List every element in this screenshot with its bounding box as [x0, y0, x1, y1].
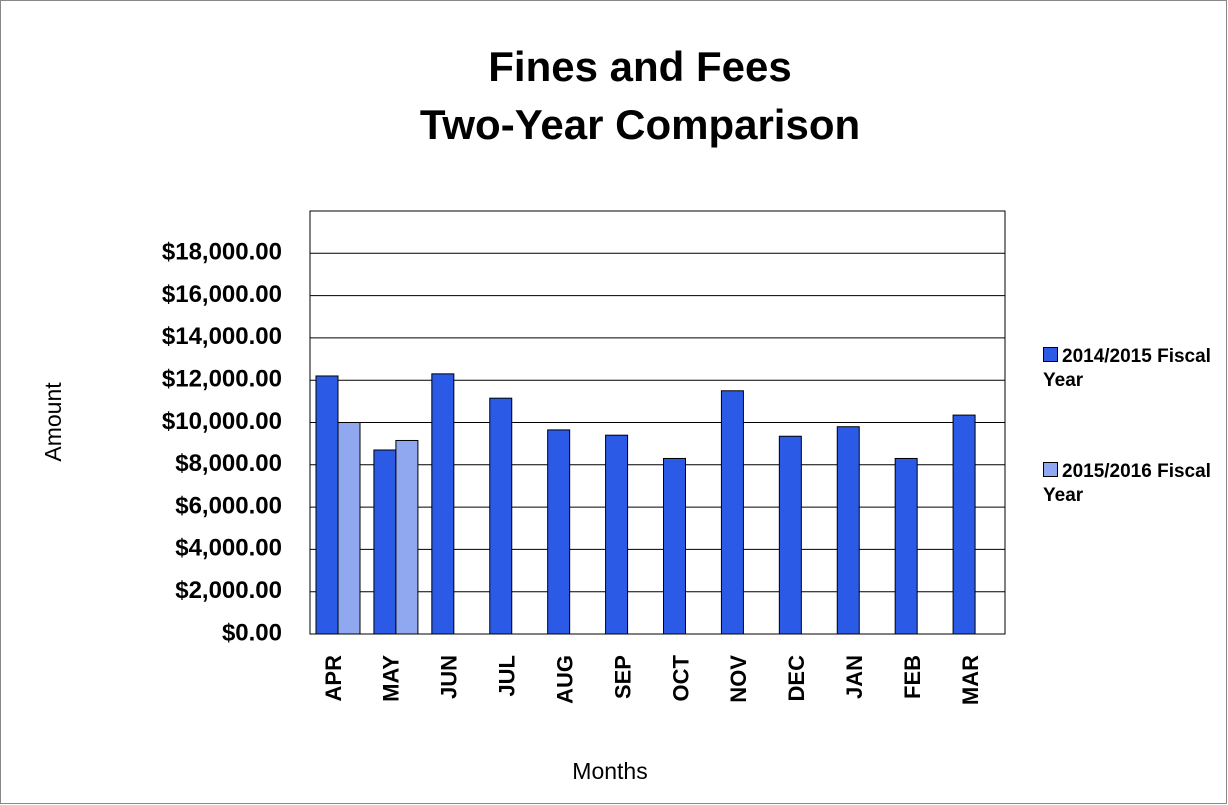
- y-tick-label: $0.00: [222, 619, 282, 646]
- bar: [720, 390, 744, 635]
- legend-item: 2014/2015 Fiscal Year: [1043, 345, 1213, 393]
- y-tick-label: $16,000.00: [162, 281, 282, 308]
- x-tick-label: AUG: [552, 655, 577, 704]
- y-tick-label: $18,000.00: [162, 239, 282, 266]
- x-tick-label: FEB: [900, 655, 925, 699]
- y-tick-label: $8,000.00: [175, 450, 282, 477]
- x-tick-label: NOV: [726, 655, 751, 703]
- x-tick-label: OCT: [668, 654, 693, 701]
- legend-item: 2015/2016 Fiscal Year: [1043, 460, 1213, 508]
- x-tick-label: SEP: [610, 655, 635, 699]
- legend-label: 2014/2015 Fiscal Year: [1043, 346, 1211, 391]
- bar: [605, 434, 629, 635]
- x-tick-label: DEC: [784, 655, 809, 702]
- x-tick-label: JAN: [842, 655, 867, 699]
- x-axis-label: Months: [572, 758, 647, 784]
- y-tick-label: $6,000.00: [175, 492, 282, 519]
- bar: [337, 422, 361, 635]
- bar: [395, 439, 419, 635]
- y-axis-label: Amount: [40, 382, 66, 462]
- legend-swatch: [1043, 347, 1058, 362]
- bar: [315, 375, 339, 635]
- y-tick-label: $2,000.00: [175, 577, 282, 604]
- bar: [778, 435, 802, 635]
- chart-title: Fines and Fees: [488, 43, 791, 90]
- bar: [952, 414, 976, 635]
- y-tick-label: $12,000.00: [162, 366, 282, 393]
- bar: [894, 457, 918, 635]
- y-tick-label: $14,000.00: [162, 323, 282, 350]
- y-tick-label: $10,000.00: [162, 408, 282, 435]
- bar: [547, 429, 571, 635]
- bar: [431, 373, 455, 635]
- legend-swatch: [1043, 462, 1058, 477]
- chart-title: Two-Year Comparison: [420, 101, 860, 148]
- y-tick-label: $4,000.00: [175, 535, 282, 562]
- x-tick-label: APR: [321, 655, 346, 702]
- bar: [663, 457, 686, 635]
- x-tick-label: JUN: [437, 655, 462, 699]
- x-tick-label: MAR: [958, 655, 983, 705]
- bar: [489, 397, 513, 635]
- legend-label: 2015/2016 Fiscal Year: [1043, 461, 1211, 506]
- x-tick-label: JUL: [495, 655, 520, 697]
- bar: [836, 426, 860, 635]
- x-tick-label: MAY: [379, 655, 404, 702]
- bar: [373, 449, 397, 635]
